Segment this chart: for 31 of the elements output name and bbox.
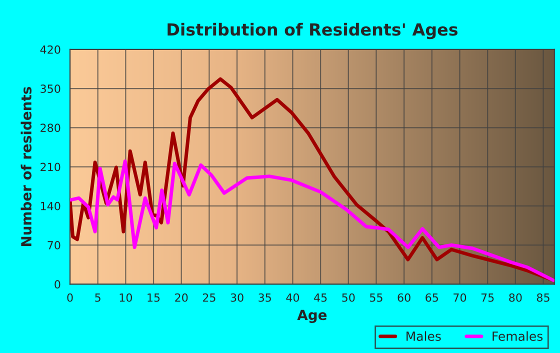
- legend-label: Females: [492, 331, 543, 341]
- x-tick-label: 40: [286, 293, 300, 302]
- x-tick-label: 70: [454, 293, 466, 302]
- y-tick-label: 420: [40, 45, 60, 54]
- line-series: [70, 159, 554, 282]
- x-tick-label: 0: [67, 293, 73, 302]
- y-tick-label: 210: [40, 162, 60, 172]
- x-tick-label: 55: [370, 294, 382, 302]
- chart-title: Distribution of Residents' Ages: [168, 22, 458, 40]
- y-tick-label: 140: [40, 202, 60, 210]
- y-tick-label: 0: [54, 280, 60, 289]
- x-tick-label: 80: [509, 293, 522, 302]
- x-tick-label: 60: [398, 293, 410, 302]
- x-tick-label: 35: [258, 293, 271, 302]
- x-tick-label: 20: [175, 293, 188, 302]
- x-tick-label: 45: [314, 294, 327, 302]
- x-tick-label: 50: [342, 293, 355, 302]
- x-tick-label: 15: [148, 294, 160, 302]
- x-tick-label: 10: [120, 293, 132, 302]
- x-tick-label: 65: [426, 293, 438, 302]
- x-tick-label: 85: [536, 293, 550, 302]
- x-tick-label: 5: [95, 294, 100, 302]
- x-tick-label: 75: [481, 294, 494, 302]
- legend-label: Males: [406, 331, 441, 341]
- x-tick-label: 25: [202, 293, 216, 302]
- y-tick-label: 350: [40, 84, 60, 93]
- y-tick-label: 280: [40, 124, 60, 132]
- x-tick-label: 30: [230, 293, 244, 302]
- y-axis-title: Number of residents: [20, 87, 32, 246]
- y-tick-label: 70: [48, 241, 60, 250]
- x-axis-title: Age: [297, 310, 327, 323]
